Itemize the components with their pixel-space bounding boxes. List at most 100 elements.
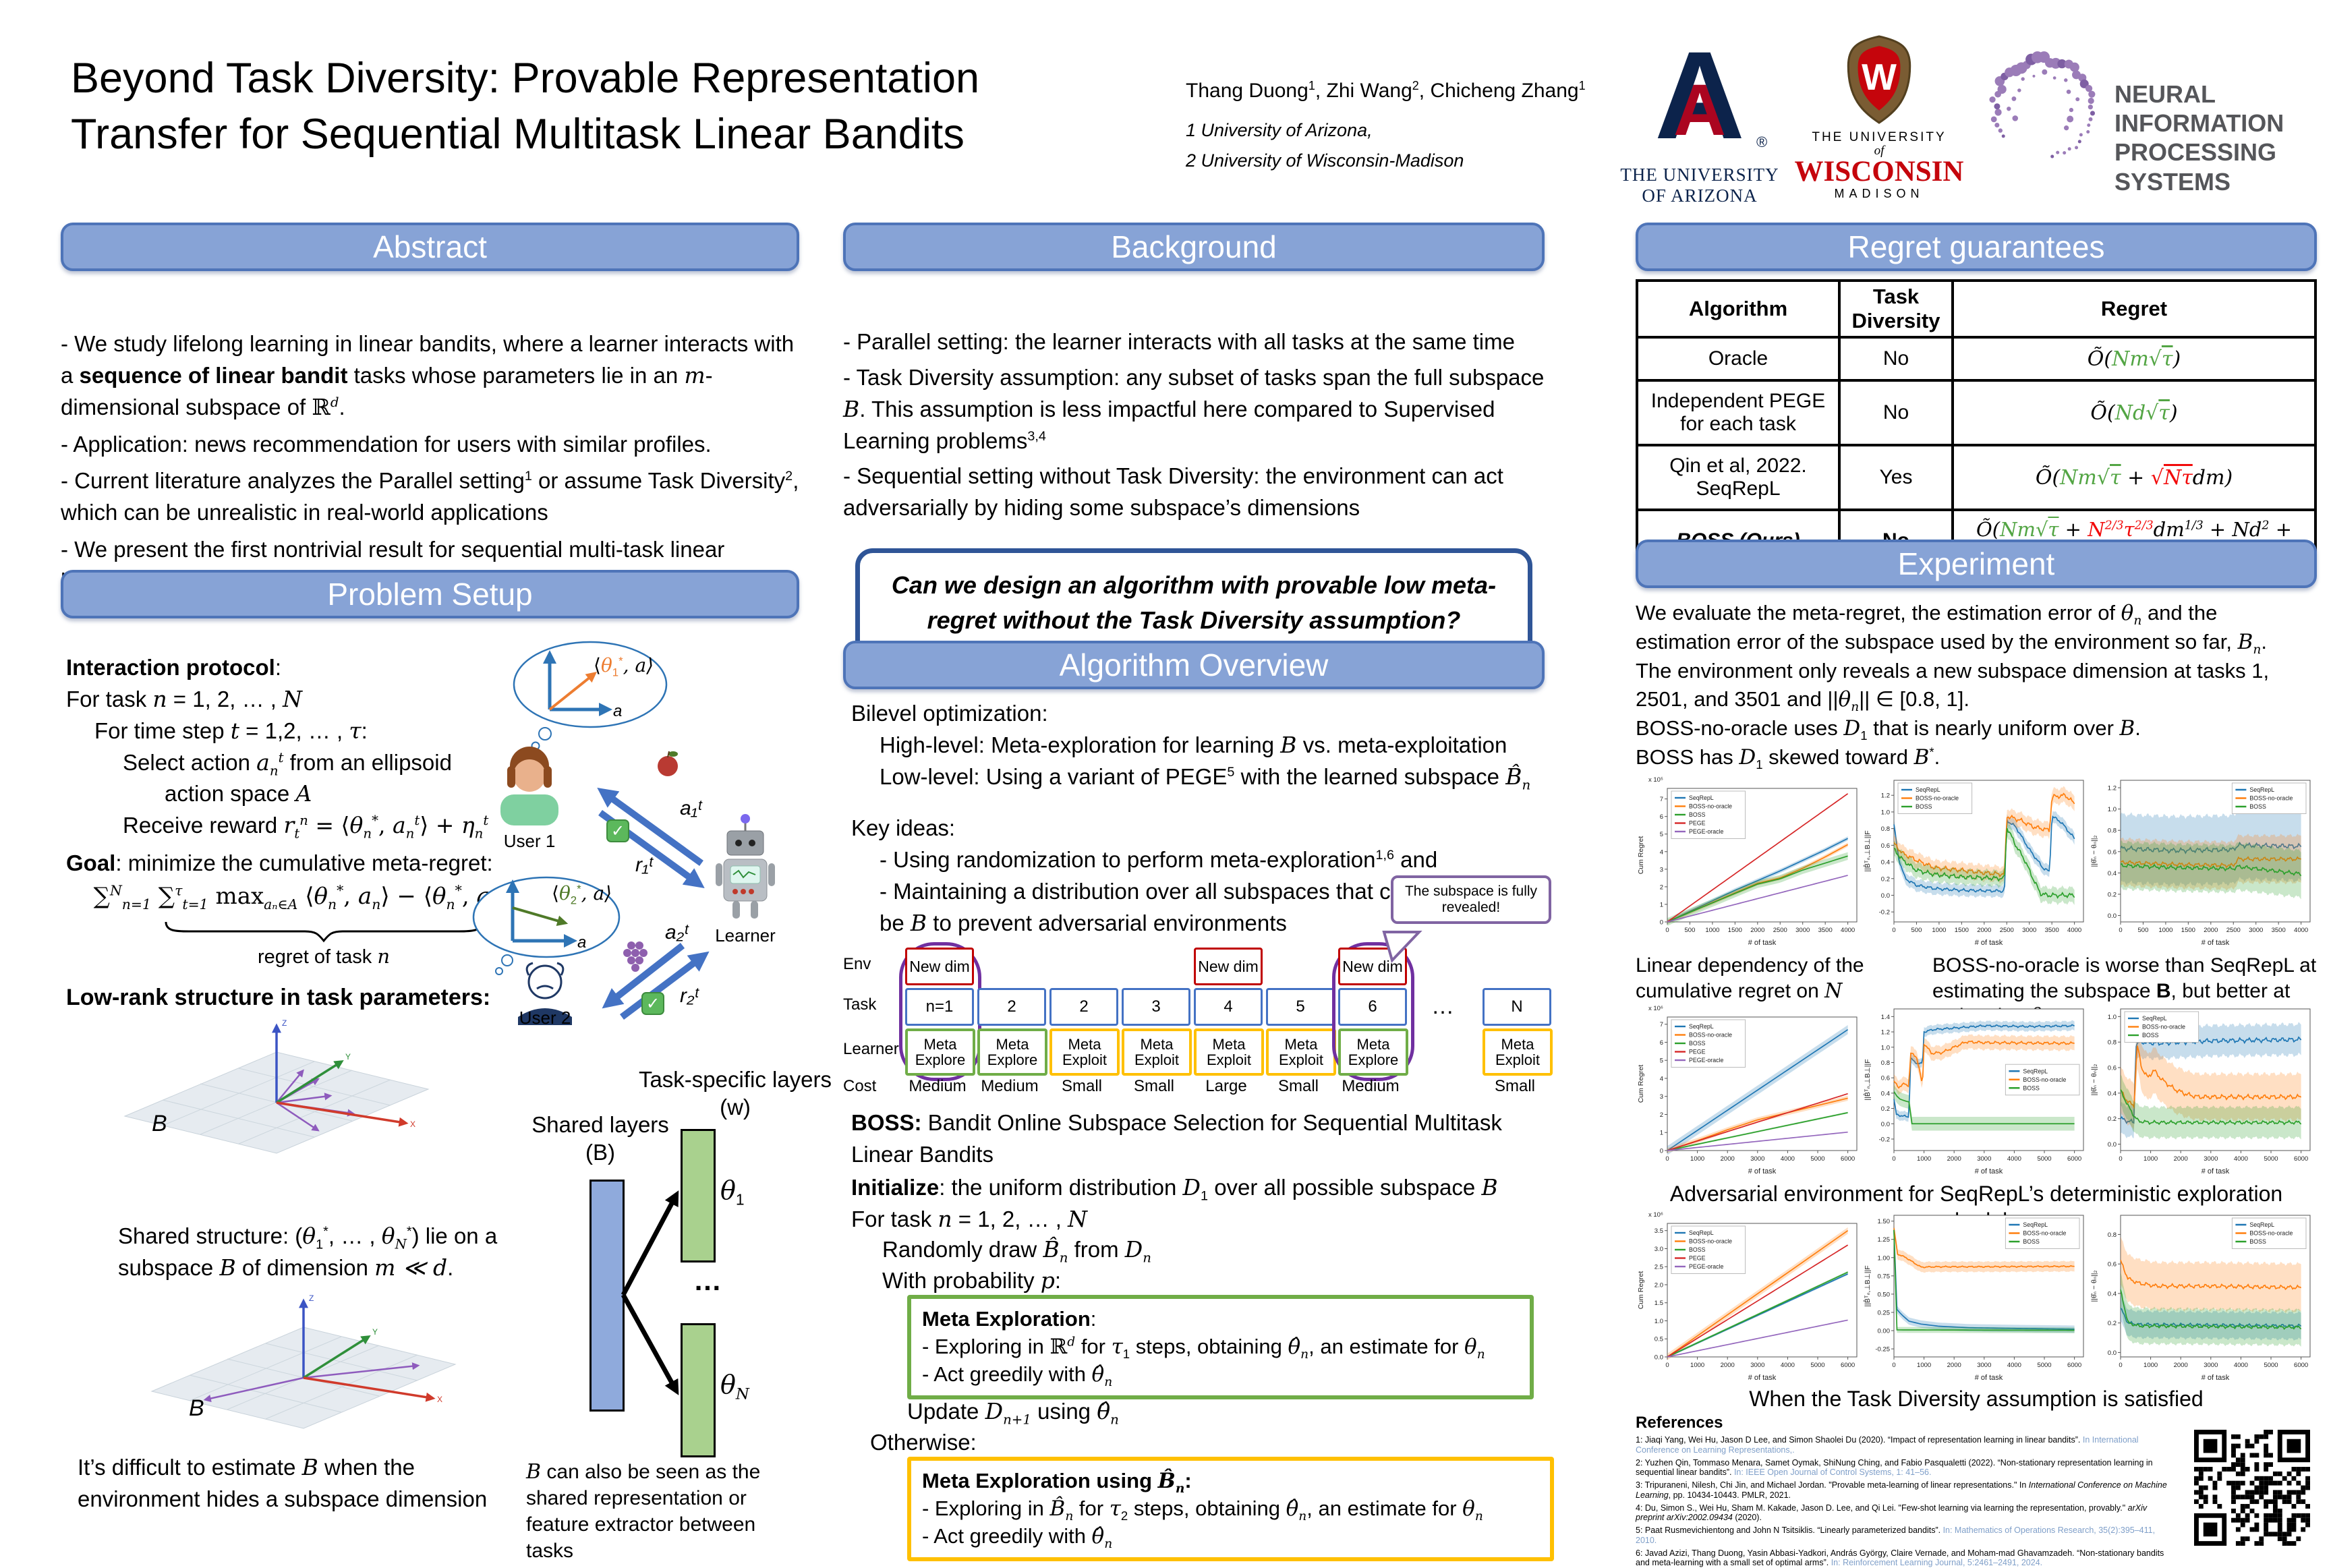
svg-text:1.2: 1.2: [1881, 792, 1890, 800]
svg-text:6: 6: [1660, 1039, 1663, 1047]
action2-label: a₂ᵗ: [665, 921, 689, 943]
col-algorithm: Algorithm: [1637, 281, 1839, 337]
regret-table-header-row: Algorithm Task Diversity Regret: [1637, 281, 2315, 337]
timeline-cost: Medium: [977, 1077, 1042, 1096]
svg-text:0.0: 0.0: [1881, 1121, 1890, 1128]
experiment-line: BOSS has D1 skewed toward B*.: [1636, 743, 2317, 772]
protocol-line: Interaction protocol:: [66, 652, 498, 684]
svg-text:1500: 1500: [1728, 927, 1742, 934]
svg-text:0.8: 0.8: [2108, 827, 2117, 835]
svg-text:SeqRepL: SeqRepL: [1689, 1023, 1714, 1030]
svg-text:a: a: [613, 702, 622, 720]
affiliation-2: 2 University of Wisconsin-Madison: [1186, 150, 1590, 171]
svg-text:6000: 6000: [2067, 1362, 2081, 1369]
svg-text:1000: 1000: [2158, 927, 2172, 934]
svg-text:B: B: [189, 1395, 204, 1421]
svg-text:0.00: 0.00: [1878, 1328, 1891, 1335]
wisc-text4: MADISON: [1791, 187, 1967, 201]
interaction-protocol: Interaction protocol: For task n = 1, 2,…: [66, 652, 498, 842]
svg-text:3000: 3000: [2249, 927, 2263, 934]
alg-diversity: No: [1839, 380, 1953, 445]
svg-text:2500: 2500: [2226, 927, 2241, 934]
interaction-figure-art: a User 1 ✓ a₁ᵗ r₁ᵗ Learner: [465, 634, 803, 1025]
svg-text:BOSS: BOSS: [2142, 1032, 2159, 1039]
alg-name: Oracle: [1637, 337, 1839, 380]
svg-text:BOSS-no-oracle: BOSS-no-oracle: [2142, 1024, 2185, 1030]
svg-text:4000: 4000: [1781, 1155, 1795, 1163]
boss-fortask: For task n = 1, 2, … , N: [851, 1204, 1539, 1236]
svg-text:x 10⁵: x 10⁵: [1648, 776, 1663, 784]
wisc-text3: WISCONSIN: [1791, 156, 1967, 187]
svg-text:4000: 4000: [2007, 1362, 2021, 1369]
reference-item: 4: Du, Simon S., Wei Hu, Sham M. Kakade,…: [1636, 1503, 2175, 1523]
timeline-cost: Small: [1483, 1077, 1547, 1096]
thetaN-label: θN: [720, 1370, 749, 1400]
wisconsin-logo: W THE UNIVERSITY of WISCONSIN MADISON: [1791, 35, 1967, 201]
svg-text:PEGE-oracle: PEGE-oracle: [1689, 1057, 1723, 1064]
timeline-cell: N: [1483, 988, 1551, 1026]
user1-body-icon: [500, 794, 558, 825]
column-background: Background - Parallel setting: the learn…: [843, 223, 1545, 658]
arizona-text1: THE UNIVERSITY: [1619, 165, 1781, 185]
page-title: Beyond Task Diversity: Provable Represen…: [71, 51, 1177, 163]
svg-text:4: 4: [1660, 848, 1663, 856]
svg-text:6000: 6000: [1841, 1362, 1855, 1369]
arizona-block-a-icon: A A ®: [1619, 32, 1781, 161]
svg-text:500: 500: [2138, 927, 2149, 934]
svg-text:# of task: # of task: [2202, 939, 2230, 947]
svg-text:0.0: 0.0: [2108, 1349, 2117, 1357]
svg-text:0.4: 0.4: [2108, 1290, 2117, 1298]
protocol-line: Select action ant from an ellipsoid: [66, 747, 498, 779]
svg-text:SeqRepL: SeqRepL: [2249, 1221, 2274, 1228]
svg-text:3000: 3000: [2022, 927, 2036, 934]
svg-text:4000: 4000: [2067, 927, 2081, 934]
svg-text:BOSS-no-oracle: BOSS-no-oracle: [1689, 1238, 1732, 1245]
timeline-row-label: Env: [843, 955, 901, 974]
experiment-line: BOSS-no-oracle uses D1 that is nearly un…: [1636, 714, 2317, 743]
svg-text:0.6: 0.6: [1881, 842, 1890, 850]
timeline-cost: Small: [1122, 1077, 1186, 1096]
svg-text:3000: 3000: [1795, 927, 1810, 934]
svg-text:SeqRepL: SeqRepL: [1689, 794, 1714, 801]
wisconsin-crest-icon: W: [1841, 35, 1917, 124]
regret-row-pege: Independent PEGE for each task No Õ(Nd√τ…: [1637, 380, 2315, 445]
subspace-plane-figure-2: ZYX B: [142, 1290, 465, 1467]
svg-text:3000: 3000: [1750, 1362, 1764, 1369]
boss-definition: BOSS: Bandit Online Subspace Selection f…: [851, 1107, 1539, 1171]
neurips-text: NEURAL INFORMATION PROCESSING SYSTEMS: [2114, 80, 2324, 196]
svg-text:0.6: 0.6: [2108, 848, 2117, 856]
svg-text:1.25: 1.25: [1878, 1236, 1891, 1244]
meta-exploration-bn-box: Meta Exploration using B̂n: - Exploring …: [907, 1457, 1554, 1561]
svg-text:6000: 6000: [1841, 1155, 1855, 1163]
svg-text:BOSS-no-oracle: BOSS-no-oracle: [1689, 803, 1732, 810]
wisc-text1: THE UNIVERSITY: [1791, 130, 1967, 145]
svg-text:1000: 1000: [1917, 1362, 1931, 1369]
reward2-label: r₂ᵗ: [680, 985, 699, 1007]
background-bullet-1: - Parallel setting: the learner interact…: [843, 326, 1545, 358]
svg-text:7: 7: [1660, 1021, 1663, 1028]
svg-text:2500: 2500: [2000, 927, 2014, 934]
meta-exploration-title: Meta Exploration:: [922, 1306, 1519, 1333]
meta-exploration-line: - Exploring in ℝd for τ1 steps, obtainin…: [922, 1333, 1519, 1361]
protocol-line: For time step t = 1,2, … , τ:: [66, 716, 498, 747]
svg-text:0.0: 0.0: [1654, 1354, 1663, 1362]
svg-text:BOSS: BOSS: [1689, 811, 1706, 818]
svg-text:1.5: 1.5: [1654, 1300, 1663, 1307]
boss-withprob: With probability p:: [882, 1265, 1530, 1297]
svg-text:X: X: [410, 1120, 415, 1129]
timeline-row-label: Learner: [843, 1040, 901, 1059]
svg-text:||B̂ᵀₙ,⊥B⊥||F: ||B̂ᵀₙ,⊥B⊥||F: [1862, 830, 1872, 871]
nn-dots: …: [693, 1265, 722, 1297]
svg-text:3000: 3000: [1750, 1155, 1764, 1163]
svg-text:PEGE: PEGE: [1689, 1049, 1706, 1055]
svg-text:||B̂ᵀₙ,⊥B⊥||F: ||B̂ᵀₙ,⊥B⊥||F: [1862, 1265, 1872, 1306]
timeline-cell: 5: [1266, 988, 1335, 1026]
